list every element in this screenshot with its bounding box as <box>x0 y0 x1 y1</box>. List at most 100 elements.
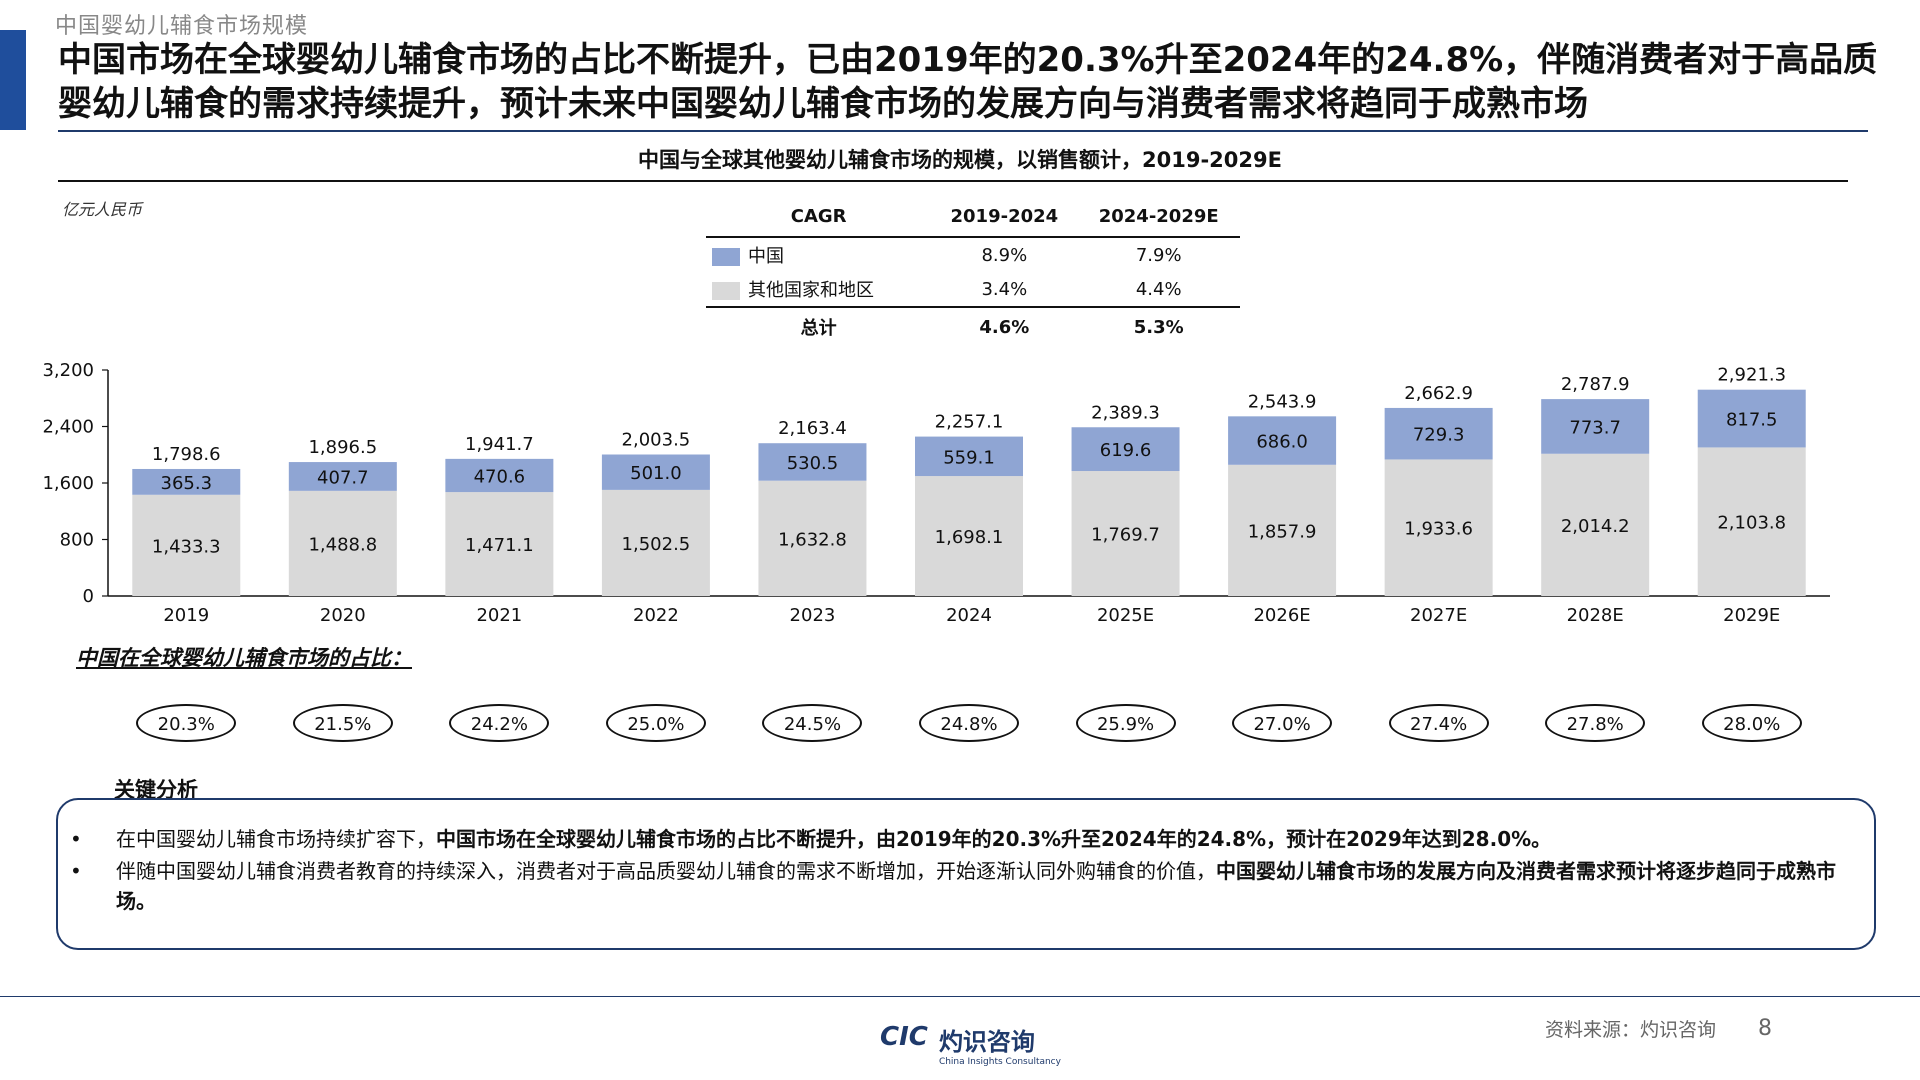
headline-rule <box>58 130 1868 132</box>
key-analysis-list: • 在中国婴幼儿辅食市场持续扩容下，中国市场在全球婴幼儿辅食市场的占比不断提升，… <box>70 824 1860 918</box>
share-pill: 27.0% <box>1232 704 1333 742</box>
bar-china <box>915 436 1023 477</box>
bar-china <box>1697 389 1806 448</box>
bar-other-value-label: 1,502.5 <box>622 534 691 555</box>
bar-china-value-label: 501.0 <box>630 463 682 484</box>
bullet-item: • 在中国婴幼儿辅食市场持续扩容下，中国市场在全球婴幼儿辅食市场的占比不断提升，… <box>70 824 1860 854</box>
cagr-table: CAGR 2019-2024 2024-2029E 中国 8.9% 7.9% 其… <box>706 196 1240 346</box>
bar-other <box>1071 471 1180 596</box>
share-pill: 20.3% <box>136 704 237 742</box>
share-pill: 21.5% <box>292 704 393 742</box>
bullet-bold-text: 中国婴幼儿辅食市场的发展方向及消费者需求预计将逐步趋同于成熟市场。 <box>116 859 1836 913</box>
company-logo: CIC 灼识咨询 China Insights Consultancy <box>880 1022 1061 1067</box>
key-analysis-box <box>56 798 1876 950</box>
bar-other-value-label: 1,488.8 <box>308 534 377 555</box>
x-tick-label: 2028E <box>1567 605 1624 626</box>
bar-other <box>1384 459 1493 596</box>
chart-title: 中国与全球其他婴幼儿辅食市场的规模，以销售额计，2019-2029E <box>638 148 1282 172</box>
logo-mark: CIC <box>880 1022 928 1052</box>
share-pill: 24.2% <box>449 704 550 742</box>
bar-china <box>1228 416 1337 465</box>
x-tick-label: 2023 <box>790 605 836 626</box>
other-swatch <box>712 282 740 300</box>
share-pill: 24.5% <box>762 704 863 742</box>
bar-china-value-label: 619.6 <box>1100 440 1152 461</box>
bar-china-value-label: 686.0 <box>1256 432 1308 453</box>
x-tick-label: 2020 <box>320 605 366 626</box>
bar-total-label: 2,257.1 <box>935 412 1004 433</box>
bar-china-value-label: 407.7 <box>317 467 369 488</box>
stacked-bar-chart: 0 800 1,600 2,400 3,200 1,433.3 365.3 1,798.6 20… <box>42 360 1830 626</box>
share-pill: 27.8% <box>1545 704 1646 742</box>
bar-china <box>1541 399 1650 454</box>
cagr-row-total: 总计 4.6% 5.3% <box>706 306 1240 346</box>
bar-other-value-label: 1,471.1 <box>465 535 534 556</box>
share-pill: 25.0% <box>605 704 706 742</box>
x-tick-label: 2024 <box>946 605 992 626</box>
bar-china-value-label: 530.5 <box>787 453 839 474</box>
bar-other-value-label: 1,933.6 <box>1404 519 1473 540</box>
bar-china <box>758 443 867 481</box>
share-pill: 27.4% <box>1388 704 1489 742</box>
source-note: 资料来源：灼识咨询 <box>1545 1019 1717 1041</box>
bar-other <box>601 489 710 596</box>
page-headline: 中国市场在全球婴幼儿辅食市场的占比不断提升，已由2019年的20.3%升至202… <box>58 40 1878 124</box>
bar-china <box>445 458 554 493</box>
cagr-value: 8.9% <box>981 244 1028 266</box>
page-number: 8 <box>1758 1016 1772 1041</box>
bar-china <box>288 462 397 491</box>
bar-other <box>288 490 397 596</box>
x-tick-label: 2019 <box>163 605 209 626</box>
bullet-text: 在中国婴幼儿辅食市场持续扩容下， <box>116 827 436 851</box>
x-tick-label: 2022 <box>633 605 679 626</box>
bar-other-value-label: 1,857.9 <box>1248 521 1317 542</box>
bar-china-value-label: 817.5 <box>1726 410 1778 431</box>
bar-china-value-label: 559.1 <box>943 447 995 468</box>
bar-china <box>1384 407 1493 460</box>
x-tick-label: 2025E <box>1097 605 1154 626</box>
bar-other <box>132 494 241 596</box>
accent-bar <box>0 30 26 130</box>
share-pill: 24.8% <box>919 704 1019 742</box>
y-tick-label: 3,200 <box>42 360 94 381</box>
bar-other-value-label: 1,632.8 <box>778 529 847 550</box>
bar-total-label: 2,389.3 <box>1091 402 1160 423</box>
bar-total-label: 2,787.9 <box>1561 374 1630 395</box>
bar-other <box>1541 453 1650 596</box>
cagr-value: 4.6% <box>931 306 1078 346</box>
bar-other-value-label: 1,769.7 <box>1091 525 1160 546</box>
bar-other-value-label: 1,698.1 <box>935 527 1004 548</box>
bar-other-value-label: 2,103.8 <box>1717 513 1786 534</box>
section-label: 中国婴幼儿辅食市场规模 <box>55 14 309 39</box>
x-tick-label: 2027E <box>1410 605 1467 626</box>
bar-china-value-label: 470.6 <box>474 466 526 487</box>
bullet-item: • 伴随中国婴幼儿辅食消费者教育的持续深入，消费者对于高品质婴幼儿辅食的需求不断… <box>70 856 1860 916</box>
x-tick-label: 2026E <box>1253 605 1310 626</box>
bar-total-label: 1,896.5 <box>308 437 377 458</box>
bar-other-value-label: 1,433.3 <box>152 536 221 557</box>
bar-other-value-label: 2,014.2 <box>1561 516 1630 537</box>
bar-china <box>601 454 710 490</box>
cagr-value: 3.4% <box>981 278 1028 300</box>
cagr-label-total: 总计 <box>706 306 932 346</box>
cagr-label-china: 中国 <box>748 246 784 267</box>
cagr-row-label: 中国 <box>706 237 931 272</box>
bar-total-label: 2,163.4 <box>778 418 847 439</box>
cagr-label-other: 其他国家和地区 <box>748 280 874 301</box>
bar-total-label: 2,921.3 <box>1717 365 1786 386</box>
cagr-row-china: 中国 8.9% 7.9% <box>706 237 1240 272</box>
bar-total-label: 1,798.6 <box>152 444 221 465</box>
y-tick-label: 0 <box>83 586 94 607</box>
chart-title-rule <box>58 180 1848 182</box>
y-tick-label: 800 <box>60 530 94 551</box>
cagr-value: 5.3% <box>1077 306 1240 346</box>
bar-other <box>445 492 554 596</box>
cagr-header-row: CAGR 2019-2024 2024-2029E <box>706 196 1240 238</box>
bar-other <box>758 480 867 596</box>
china-swatch <box>712 248 740 266</box>
logo-chinese: 灼识咨询 <box>938 1028 1035 1056</box>
bullet-text: 伴随中国婴幼儿辅食消费者教育的持续深入，消费者对于高品质婴幼儿辅食的需求不断增加… <box>116 859 1216 883</box>
bullet-dot: • <box>70 827 82 851</box>
cagr-header: 2024-2029E <box>1077 196 1240 238</box>
bullet-bold-text: 中国市场在全球婴幼儿辅食市场的占比不断提升，由2019年的20.3%升至2024… <box>436 827 1552 851</box>
